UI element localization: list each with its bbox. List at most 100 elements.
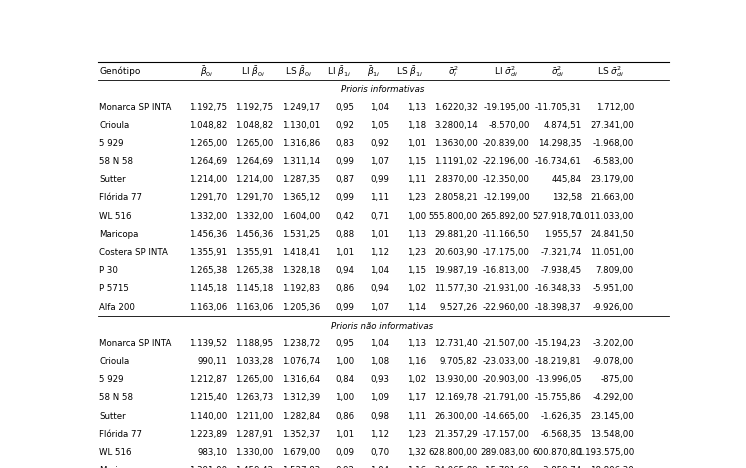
Text: 1.238,72: 1.238,72 bbox=[282, 339, 320, 348]
Text: 0,92: 0,92 bbox=[370, 139, 389, 148]
Text: 1.211,00: 1.211,00 bbox=[236, 411, 274, 421]
Text: 1,04: 1,04 bbox=[370, 102, 389, 111]
Text: -3.859,74: -3.859,74 bbox=[541, 466, 582, 468]
Text: -19.195,00: -19.195,00 bbox=[483, 102, 530, 111]
Text: LI $\bar{\sigma}^2_{di}$: LI $\bar{\sigma}^2_{di}$ bbox=[494, 64, 518, 79]
Text: 0,83: 0,83 bbox=[336, 139, 354, 148]
Text: 1.048,82: 1.048,82 bbox=[236, 121, 274, 130]
Text: Maricopa: Maricopa bbox=[99, 466, 139, 468]
Text: 1.011.033,00: 1.011.033,00 bbox=[577, 212, 634, 220]
Text: 1.033,28: 1.033,28 bbox=[236, 357, 274, 366]
Text: 0,88: 0,88 bbox=[336, 230, 354, 239]
Text: 445,84: 445,84 bbox=[551, 175, 582, 184]
Text: 1.140,00: 1.140,00 bbox=[189, 411, 228, 421]
Text: 1.282,84: 1.282,84 bbox=[282, 411, 320, 421]
Text: 1.163,06: 1.163,06 bbox=[189, 302, 228, 312]
Text: 1.316,64: 1.316,64 bbox=[282, 375, 320, 384]
Text: 11.051,00: 11.051,00 bbox=[590, 248, 634, 257]
Text: 0,95: 0,95 bbox=[336, 339, 354, 348]
Text: 1.712,00: 1.712,00 bbox=[595, 102, 634, 111]
Text: 1.459,42: 1.459,42 bbox=[236, 466, 274, 468]
Text: 983,10: 983,10 bbox=[198, 448, 228, 457]
Text: 0,95: 0,95 bbox=[336, 102, 354, 111]
Text: Crioula: Crioula bbox=[99, 121, 129, 130]
Text: 628.800,00: 628.800,00 bbox=[428, 448, 477, 457]
Text: 1.355,91: 1.355,91 bbox=[236, 248, 274, 257]
Text: $\bar{\sigma}^2_{di}$: $\bar{\sigma}^2_{di}$ bbox=[551, 64, 565, 79]
Text: 1.265,38: 1.265,38 bbox=[189, 266, 228, 275]
Text: 21.357,29: 21.357,29 bbox=[434, 430, 477, 439]
Text: 5 929: 5 929 bbox=[99, 139, 124, 148]
Text: Sutter: Sutter bbox=[99, 411, 125, 421]
Text: 11.577,30: 11.577,30 bbox=[434, 285, 477, 293]
Text: 4.874,51: 4.874,51 bbox=[544, 121, 582, 130]
Text: 24.841,50: 24.841,50 bbox=[590, 230, 634, 239]
Text: 1.531,25: 1.531,25 bbox=[282, 230, 320, 239]
Text: -4.292,00: -4.292,00 bbox=[592, 394, 634, 402]
Text: 7.809,00: 7.809,00 bbox=[596, 266, 634, 275]
Text: 5 929: 5 929 bbox=[99, 375, 124, 384]
Text: 21.663,00: 21.663,00 bbox=[590, 193, 634, 203]
Text: Monarca SP INTA: Monarca SP INTA bbox=[99, 102, 172, 111]
Text: 1,15: 1,15 bbox=[407, 266, 426, 275]
Text: 527.918,70: 527.918,70 bbox=[533, 212, 582, 220]
Text: 0,99: 0,99 bbox=[336, 157, 354, 166]
Text: -13.996,05: -13.996,05 bbox=[535, 375, 582, 384]
Text: 1.679,00: 1.679,00 bbox=[282, 448, 320, 457]
Text: -1.968,00: -1.968,00 bbox=[592, 139, 634, 148]
Text: 0,86: 0,86 bbox=[336, 285, 354, 293]
Text: 0,93: 0,93 bbox=[370, 375, 389, 384]
Text: Costera SP INTA: Costera SP INTA bbox=[99, 248, 168, 257]
Text: -7.321,74: -7.321,74 bbox=[540, 248, 582, 257]
Text: Crioula: Crioula bbox=[99, 357, 129, 366]
Text: 0,99: 0,99 bbox=[336, 193, 354, 203]
Text: Flórida 77: Flórida 77 bbox=[99, 430, 142, 439]
Text: 1,11: 1,11 bbox=[407, 411, 426, 421]
Text: 0,84: 0,84 bbox=[336, 375, 354, 384]
Text: 1.214,00: 1.214,00 bbox=[236, 175, 274, 184]
Text: 1.188,95: 1.188,95 bbox=[236, 339, 274, 348]
Text: Maricopa: Maricopa bbox=[99, 230, 139, 239]
Text: 1.604,00: 1.604,00 bbox=[282, 212, 320, 220]
Text: 1.145,18: 1.145,18 bbox=[236, 285, 274, 293]
Text: -18.219,81: -18.219,81 bbox=[535, 357, 582, 366]
Text: 600.870,80: 600.870,80 bbox=[533, 448, 582, 457]
Text: 1.332,00: 1.332,00 bbox=[236, 212, 274, 220]
Text: 1.328,18: 1.328,18 bbox=[282, 266, 320, 275]
Text: 1.192,75: 1.192,75 bbox=[189, 102, 228, 111]
Text: -8.570,00: -8.570,00 bbox=[489, 121, 530, 130]
Text: 1.391,00: 1.391,00 bbox=[189, 466, 228, 468]
Text: 1,23: 1,23 bbox=[407, 248, 426, 257]
Text: 1,04: 1,04 bbox=[370, 266, 389, 275]
Text: 1,00: 1,00 bbox=[336, 394, 354, 402]
Text: P 5715: P 5715 bbox=[99, 285, 129, 293]
Text: 1,11: 1,11 bbox=[370, 193, 389, 203]
Text: Monarca SP INTA: Monarca SP INTA bbox=[99, 339, 172, 348]
Text: 0,92: 0,92 bbox=[336, 466, 354, 468]
Text: 1,01: 1,01 bbox=[370, 230, 389, 239]
Text: $\bar{\beta}_{1i}$: $\bar{\beta}_{1i}$ bbox=[368, 64, 381, 79]
Text: 1.365,12: 1.365,12 bbox=[282, 193, 320, 203]
Text: 1.3630,00: 1.3630,00 bbox=[434, 139, 477, 148]
Text: 1.264,69: 1.264,69 bbox=[189, 157, 228, 166]
Text: -18.398,37: -18.398,37 bbox=[535, 302, 582, 312]
Text: 1,23: 1,23 bbox=[407, 193, 426, 203]
Text: -23.033,00: -23.033,00 bbox=[483, 357, 530, 366]
Text: 1,23: 1,23 bbox=[407, 430, 426, 439]
Text: 1,11: 1,11 bbox=[407, 175, 426, 184]
Text: 555.800,00: 555.800,00 bbox=[428, 212, 477, 220]
Text: 0,94: 0,94 bbox=[370, 285, 389, 293]
Text: 1.456,36: 1.456,36 bbox=[189, 230, 228, 239]
Text: 13.548,00: 13.548,00 bbox=[590, 430, 634, 439]
Text: 9.527,26: 9.527,26 bbox=[439, 302, 477, 312]
Text: Prioris não informativas: Prioris não informativas bbox=[331, 322, 433, 330]
Text: 1.316,86: 1.316,86 bbox=[282, 139, 320, 148]
Text: 1.145,18: 1.145,18 bbox=[189, 285, 228, 293]
Text: 1.355,91: 1.355,91 bbox=[189, 248, 228, 257]
Text: -875,00: -875,00 bbox=[601, 375, 634, 384]
Text: 1.265,38: 1.265,38 bbox=[236, 266, 274, 275]
Text: LI $\bar{\beta}_{1i}$: LI $\bar{\beta}_{1i}$ bbox=[327, 64, 351, 79]
Text: 0,09: 0,09 bbox=[336, 448, 354, 457]
Text: 1.287,35: 1.287,35 bbox=[282, 175, 320, 184]
Text: 1.163,06: 1.163,06 bbox=[236, 302, 274, 312]
